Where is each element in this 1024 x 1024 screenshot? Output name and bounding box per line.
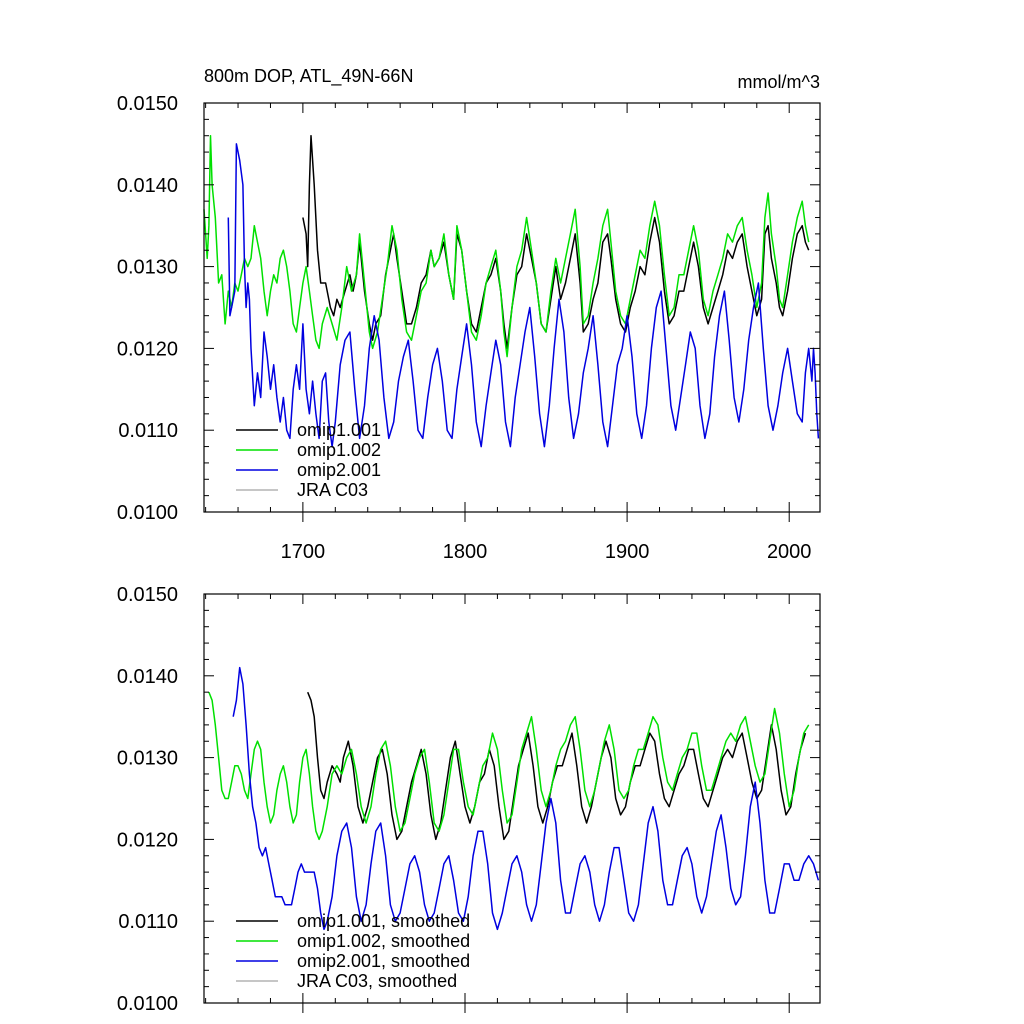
bottom-ytick-label: 0.0140 xyxy=(117,666,178,688)
top-xtick-label: 1800 xyxy=(443,541,488,563)
bottom-ytick-label: 0.0130 xyxy=(117,748,178,770)
bottom-plot-frame xyxy=(203,593,821,1004)
top-ytick-label: 0.0110 xyxy=(118,420,178,442)
top-ytick-label: 0.0150 xyxy=(117,93,178,115)
bottom-ytick-label: 0.0110 xyxy=(118,911,178,933)
bottom-y-tick-labels: 0.0150 0.0140 0.0130 0.0120 0.0110 0.0100 xyxy=(117,584,178,1015)
top-xtick-label: 2000 xyxy=(767,541,812,563)
top-ytick-label: 0.0100 xyxy=(117,502,178,524)
bottom-series-omip1-002-smoothed xyxy=(208,691,810,841)
bottom-legend-label-omip2-001-smoothed: omip2.001, smoothed xyxy=(297,951,470,971)
top-xtick-label: 1700 xyxy=(281,541,326,563)
bottom-ytick-label: 0.0150 xyxy=(117,584,178,606)
top-series-omip1-002 xyxy=(203,134,810,358)
units-label: mmol/m^3 xyxy=(738,72,820,92)
bottom-panel: 0.0150 0.0140 0.0130 0.0120 0.0110 0.0100 omi… xyxy=(117,584,821,1015)
top-legend-label-omip2-001: omip2.001 xyxy=(297,460,381,480)
bottom-legend-label-omip1-002-smoothed: omip1.002, smoothed xyxy=(297,931,470,951)
bottom-legend-label-jra-c03-smoothed: JRA C03, smoothed xyxy=(297,971,457,991)
chart-title: 800m DOP, ATL_49N-66N xyxy=(204,66,413,87)
bottom-series-layer xyxy=(208,666,820,931)
top-panel: 0.0150 0.0140 0.0130 0.0120 0.0110 0.0100 170… xyxy=(117,93,821,563)
bottom-ytick-label: 0.0100 xyxy=(117,993,178,1015)
top-x-tick-labels: 1700 1800 1900 2000 xyxy=(281,541,812,563)
bottom-ticks-layer xyxy=(204,593,820,1013)
top-series-omip2-001 xyxy=(227,143,820,448)
top-y-tick-labels: 0.0150 0.0140 0.0130 0.0120 0.0110 0.0100 xyxy=(117,93,178,524)
top-plot-frame xyxy=(203,102,821,513)
top-ytick-label: 0.0130 xyxy=(117,257,178,279)
top-ticks-layer xyxy=(204,102,820,522)
top-legend-label-omip1-002: omip1.002 xyxy=(297,440,381,460)
top-xtick-label: 1900 xyxy=(605,541,650,563)
top-ytick-label: 0.0140 xyxy=(117,175,178,197)
top-legend-label-omip1-001: omip1.001 xyxy=(297,420,381,440)
bottom-legend-label-omip1-001-smoothed: omip1.001, smoothed xyxy=(297,911,470,931)
bottom-series-omip2-001-smoothed xyxy=(232,666,820,931)
top-ytick-label: 0.0120 xyxy=(117,338,178,360)
top-legend-label-jra-c03: JRA C03 xyxy=(297,480,368,500)
bottom-ytick-label: 0.0120 xyxy=(117,829,178,851)
top-series-layer xyxy=(203,134,820,448)
